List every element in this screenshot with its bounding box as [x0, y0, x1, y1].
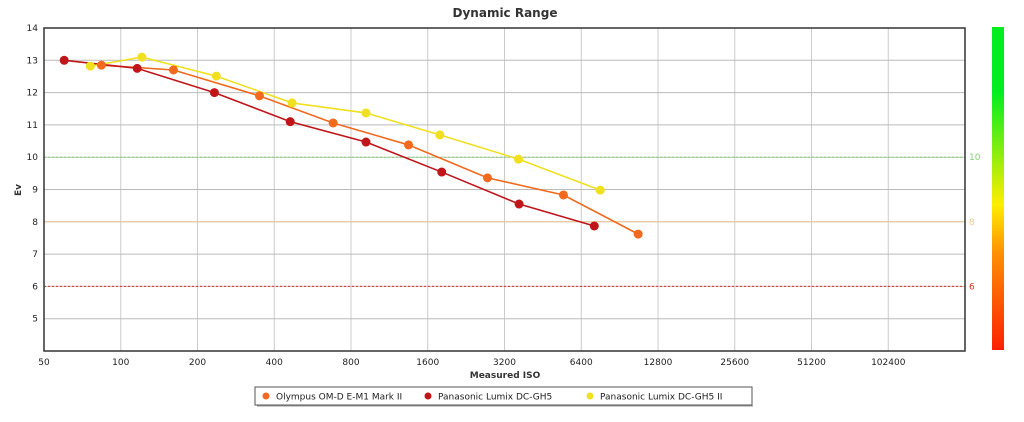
- data-point: [483, 173, 493, 183]
- x-tick-label: 6400: [570, 358, 593, 368]
- y-tick-label: 6: [32, 282, 38, 292]
- data-point: [514, 199, 524, 209]
- data-point: [595, 185, 605, 195]
- x-tick-label: 51200: [797, 358, 826, 368]
- data-point: [328, 118, 338, 128]
- data-point: [513, 154, 523, 164]
- series-line: [101, 64, 639, 235]
- legend-marker: [262, 392, 270, 400]
- reference-line-label: 10: [969, 153, 981, 163]
- y-tick-label: 14: [27, 24, 39, 34]
- colorbar: [992, 27, 1004, 350]
- y-tick-label: 8: [32, 218, 38, 228]
- data-point: [85, 61, 95, 71]
- data-point: [437, 167, 447, 177]
- x-tick-label: 800: [342, 358, 359, 368]
- data-point: [589, 221, 599, 231]
- data-point: [132, 63, 142, 73]
- data-point: [211, 71, 221, 81]
- data-point: [435, 130, 445, 140]
- y-tick-label: 7: [32, 250, 38, 260]
- data-point: [285, 117, 295, 127]
- y-tick-label: 5: [32, 315, 38, 325]
- data-point: [404, 140, 414, 150]
- legend-label: Panasonic Lumix DC-GH5 II: [600, 393, 722, 403]
- x-tick-label: 3200: [493, 358, 516, 368]
- y-tick-label: 12: [27, 89, 38, 99]
- chart-title: Dynamic Range: [453, 6, 558, 20]
- x-axis-label: Measured ISO: [470, 371, 541, 381]
- data-point: [137, 52, 147, 62]
- plot-frame: [43, 27, 966, 352]
- data-point: [558, 190, 568, 200]
- reference-line-label: 6: [969, 282, 975, 292]
- reference-line-label: 8: [969, 218, 975, 228]
- y-axis-label: Ev: [14, 184, 24, 196]
- x-tick-label: 50: [38, 358, 50, 368]
- x-tick-label: 100: [112, 358, 129, 368]
- x-tick-label: 200: [189, 358, 206, 368]
- legend-marker: [424, 392, 432, 400]
- data-point: [633, 229, 643, 239]
- data-point: [254, 91, 264, 101]
- x-tick-label: 1600: [416, 358, 439, 368]
- y-tick-label: 10: [27, 153, 39, 163]
- series-line: [90, 56, 601, 191]
- data-point: [168, 65, 178, 75]
- y-tick-label: 13: [27, 56, 38, 66]
- data-point: [361, 137, 371, 147]
- data-point: [287, 98, 297, 108]
- series-line: [64, 59, 595, 227]
- data-point: [96, 60, 106, 70]
- y-tick-label: 9: [32, 186, 38, 196]
- y-tick-label: 11: [27, 121, 38, 131]
- legend-marker: [586, 392, 594, 400]
- data-point: [59, 55, 69, 65]
- legend-label: Olympus OM-D E-M1 Mark II: [276, 393, 402, 403]
- legend: Olympus OM-D E-M1 Mark II Panasonic Lumix…: [254, 386, 753, 407]
- x-tick-label: 25600: [720, 358, 749, 368]
- legend-label: Panasonic Lumix DC-GH5: [438, 393, 552, 403]
- data-point: [361, 108, 371, 118]
- x-tick-label: 12800: [644, 358, 673, 368]
- x-tick-label: 102400: [871, 358, 906, 368]
- x-tick-label: 400: [266, 358, 283, 368]
- data-point: [209, 88, 219, 98]
